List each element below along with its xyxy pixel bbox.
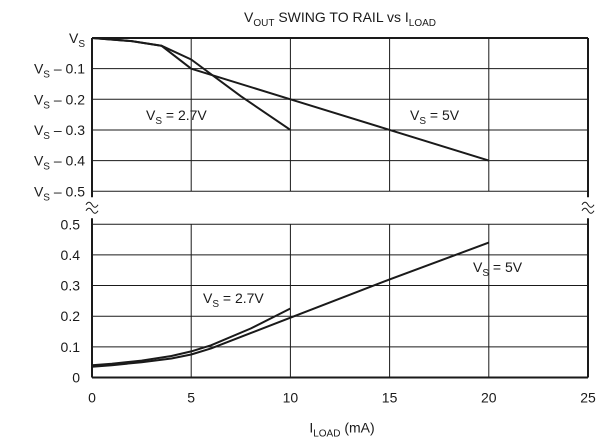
x-tick-label: 15	[382, 390, 398, 406]
series-label-upper-vs-5v: VS = 5V	[410, 107, 460, 127]
y-tick-label: VS	[69, 30, 85, 50]
y-tick-label: 0.4	[61, 247, 81, 263]
axis-break-mark	[85, 207, 99, 214]
y-tick-label: 0.3	[61, 278, 81, 294]
y-tick-label: 0.1	[61, 339, 81, 355]
y-tick-label: 0.2	[61, 308, 81, 324]
x-tick-label: 5	[187, 390, 195, 406]
y-tick-label: VS – 0.5	[34, 183, 85, 203]
lower-curve-vs-5v	[91, 241, 490, 368]
chart-title: VOUT SWING TO RAIL vs ILOAD	[244, 9, 436, 29]
x-axis-label: ILOAD (mA)	[309, 420, 374, 440]
labels: VS VS – 0.1 VS – 0.2 VS – 0.3 VS – 0.4 VS – 0…	[34, 30, 596, 440]
y-tick-label: 0	[72, 370, 80, 386]
lower-curve-vs-2-7v	[91, 307, 291, 367]
axis-break-mark	[581, 201, 595, 208]
series-label-lower-vs-2-7v: VS = 2.7V	[203, 290, 264, 310]
x-tick-label: 25	[580, 390, 596, 406]
x-tick-label: 20	[481, 390, 497, 406]
axis-break-mark	[581, 207, 595, 214]
y-tick-label: VS – 0.1	[34, 61, 85, 81]
grid	[85, 37, 595, 379]
series-label-lower-vs-5v: VS = 5V	[473, 259, 523, 279]
y-tick-label: VS – 0.3	[34, 122, 85, 142]
x-tick-label: 0	[88, 390, 96, 406]
curves	[91, 37, 490, 368]
axis-break-mark	[85, 201, 99, 208]
x-tick-label: 10	[283, 390, 299, 406]
y-tick-label: VS – 0.2	[34, 91, 85, 111]
y-tick-label: VS – 0.4	[34, 153, 85, 173]
series-label-upper-vs-2-7v: VS = 2.7V	[146, 107, 207, 127]
y-tick-label: 0.5	[61, 216, 81, 232]
upper-curve-vs-5v	[91, 37, 490, 162]
